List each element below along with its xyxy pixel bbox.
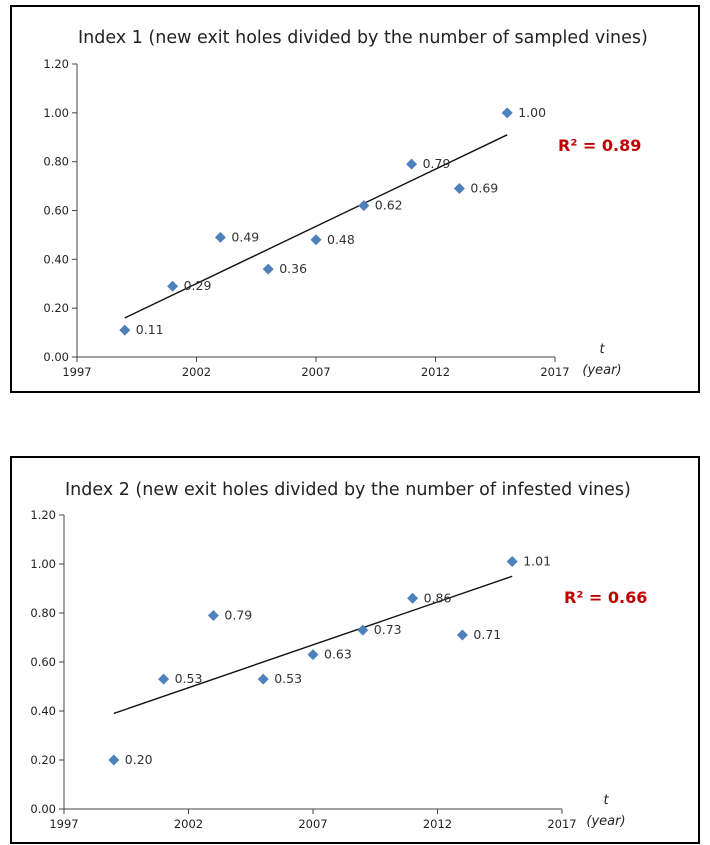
chart-panel-index-1: Index 1 (new exit holes divided by the n… xyxy=(10,5,700,393)
plot-area: 0.00 0.20 0.40 0.60 0.80 1.00 1.20 1997 2002 2007… xyxy=(43,57,569,379)
data-label: 0.62 xyxy=(375,198,403,213)
data-label: 1.01 xyxy=(523,554,551,569)
data-point xyxy=(506,556,518,568)
data-point xyxy=(358,200,370,212)
data-point xyxy=(167,280,179,292)
data-label: 0.69 xyxy=(470,181,498,196)
y-tick-label: 1.20 xyxy=(30,508,56,522)
y-tick-label: 0.80 xyxy=(43,155,69,169)
y-tick-label: 0.80 xyxy=(30,606,56,620)
data-point xyxy=(453,183,465,195)
data-point xyxy=(262,263,274,275)
x-tick-label: 2002 xyxy=(182,365,211,379)
data-point xyxy=(310,234,322,246)
data-label: 0.53 xyxy=(175,671,203,686)
y-tick-label: 1.00 xyxy=(43,106,69,120)
r-squared-label: R² = 0.89 xyxy=(558,136,641,155)
chart-index-2: Index 2 (new exit holes divided by the n… xyxy=(30,480,647,831)
x-tick-label: 2002 xyxy=(174,817,203,831)
chart-title: Index 2 (new exit holes divided by the n… xyxy=(65,480,631,500)
data-point xyxy=(214,231,226,243)
x-axis-unit: (year) xyxy=(586,814,625,829)
data-label: 0.79 xyxy=(224,607,252,622)
x-tick-label: 1997 xyxy=(62,365,91,379)
data-label: 0.71 xyxy=(473,627,501,642)
r-squared-label: R² = 0.66 xyxy=(564,588,647,607)
data-label: 0.79 xyxy=(423,156,451,171)
data-label: 0.49 xyxy=(231,229,259,244)
data-point xyxy=(158,673,170,685)
chart-panel-index-2: Index 2 (new exit holes divided by the n… xyxy=(10,456,700,844)
x-tick-label: 2017 xyxy=(547,817,576,831)
data-point xyxy=(501,107,513,119)
y-tick-label: 0.40 xyxy=(30,704,56,718)
data-label: 0.86 xyxy=(424,590,452,605)
x-tick-label: 2007 xyxy=(301,365,330,379)
data-label: 0.36 xyxy=(279,261,307,276)
x-tick-label: 1997 xyxy=(49,817,78,831)
data-label: 0.20 xyxy=(125,752,153,767)
y-tick-label: 0.00 xyxy=(30,802,56,816)
chart-index-1: Index 1 (new exit holes divided by the n… xyxy=(43,28,648,379)
data-label: 0.63 xyxy=(324,647,352,662)
data-point xyxy=(357,624,369,636)
trendline xyxy=(113,575,513,715)
data-label: 0.73 xyxy=(374,622,402,637)
data-label: 0.11 xyxy=(136,322,164,337)
x-tick-label: 2012 xyxy=(421,365,450,379)
x-tick-label: 2017 xyxy=(540,365,569,379)
chart-title: Index 1 (new exit holes divided by the n… xyxy=(78,28,648,48)
x-axis-unit: (year) xyxy=(582,363,621,378)
data-point xyxy=(307,649,319,661)
x-tick-label: 2012 xyxy=(423,817,452,831)
data-point xyxy=(119,324,131,336)
x-tick-label: 2007 xyxy=(298,817,327,831)
y-tick-label: 0.20 xyxy=(43,301,69,315)
data-point xyxy=(407,592,419,604)
data-label: 0.48 xyxy=(327,232,355,247)
data-label: 1.00 xyxy=(518,105,546,120)
y-tick-label: 0.60 xyxy=(30,655,56,669)
y-tick-label: 0.40 xyxy=(43,252,69,266)
data-label: 0.29 xyxy=(184,278,212,293)
data-point xyxy=(108,754,120,766)
x-axis-symbol: t xyxy=(603,793,609,808)
data-point xyxy=(207,609,219,621)
y-tick-label: 0.60 xyxy=(43,204,69,218)
data-point xyxy=(257,673,269,685)
data-label: 0.53 xyxy=(274,671,302,686)
y-tick-label: 0.20 xyxy=(30,753,56,767)
y-tick-label: 1.00 xyxy=(30,557,56,571)
data-point xyxy=(406,158,418,170)
y-tick-label: 1.20 xyxy=(43,57,69,71)
plot-area: 0.00 0.20 0.40 0.60 0.80 1.00 1.20 1997 2002 2007… xyxy=(30,508,576,831)
x-axis-symbol: t xyxy=(599,342,605,357)
data-point xyxy=(456,629,468,641)
y-tick-label: 0.00 xyxy=(43,350,69,364)
trendline xyxy=(124,134,508,319)
